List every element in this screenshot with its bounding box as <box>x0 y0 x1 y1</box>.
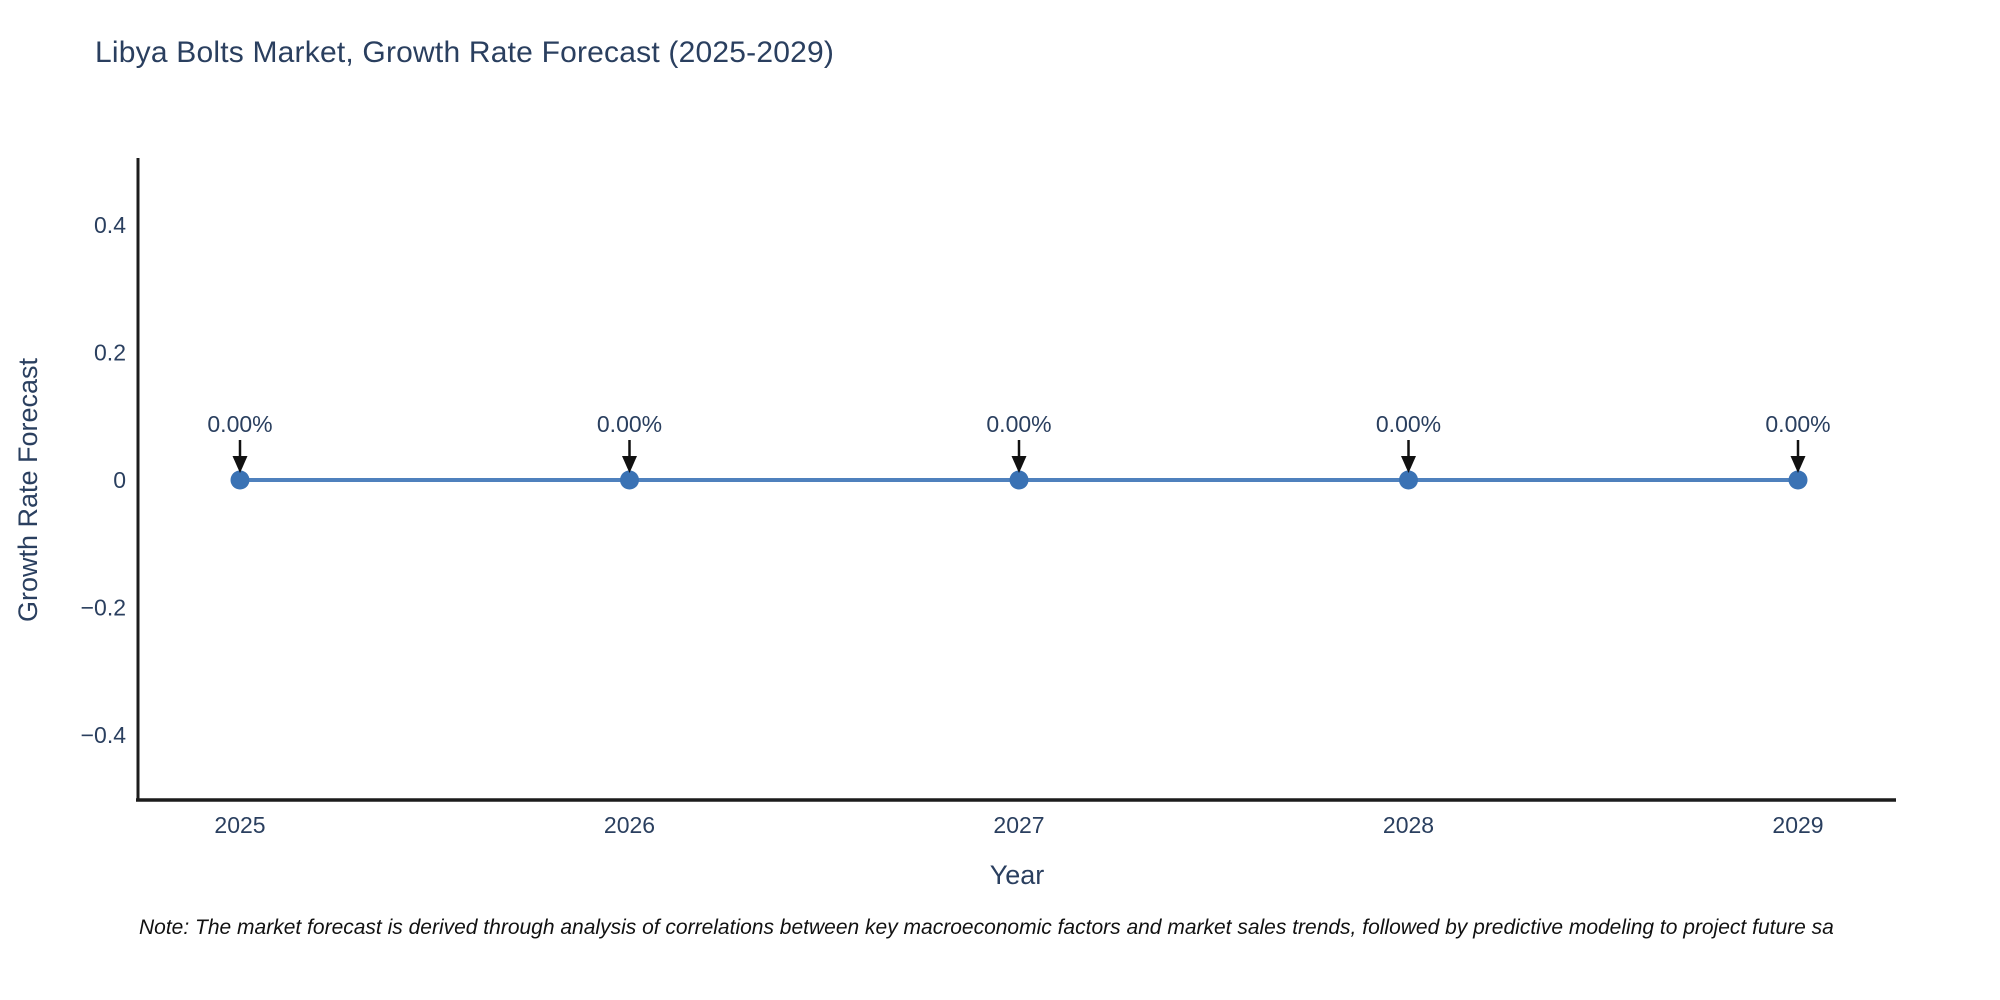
methodology-note: Note: The market forecast is derived thr… <box>139 916 1834 939</box>
point-annotation-label: 0.00% <box>1765 411 1830 437</box>
y-tick-label: 0 <box>113 467 126 493</box>
data-point-marker <box>1399 470 1418 490</box>
x-tick-label: 2028 <box>1383 812 1434 838</box>
point-annotation-label: 0.00% <box>1376 411 1441 437</box>
annotation-arrowhead <box>1401 456 1416 473</box>
data-point-marker <box>1009 470 1029 490</box>
x-tick-label: 2025 <box>214 812 265 838</box>
x-tick-label: 2027 <box>993 812 1044 838</box>
x-tick-label: 2029 <box>1772 812 1823 838</box>
data-point-marker <box>620 470 639 490</box>
point-annotation-label: 0.00% <box>597 411 662 437</box>
y-tick-label: 0.2 <box>94 340 126 366</box>
annotation-arrowhead <box>1011 456 1027 473</box>
annotation-arrowhead <box>622 456 637 473</box>
chart-title: Libya Bolts Market, Growth Rate Forecast… <box>95 36 835 69</box>
y-tick-label: −0.4 <box>81 722 127 748</box>
x-tick-label: 2026 <box>604 812 655 838</box>
point-annotation-label: 0.00% <box>986 411 1051 437</box>
annotation-arrowhead <box>1790 456 1806 473</box>
y-tick-label: 0.4 <box>94 212 126 238</box>
data-point-marker <box>1788 470 1808 490</box>
annotation-arrowhead <box>232 456 248 473</box>
x-axis-title: Year <box>989 860 1045 890</box>
data-point-marker <box>230 470 250 490</box>
point-annotation-label: 0.00% <box>207 411 272 437</box>
y-tick-label: −0.2 <box>81 595 126 621</box>
